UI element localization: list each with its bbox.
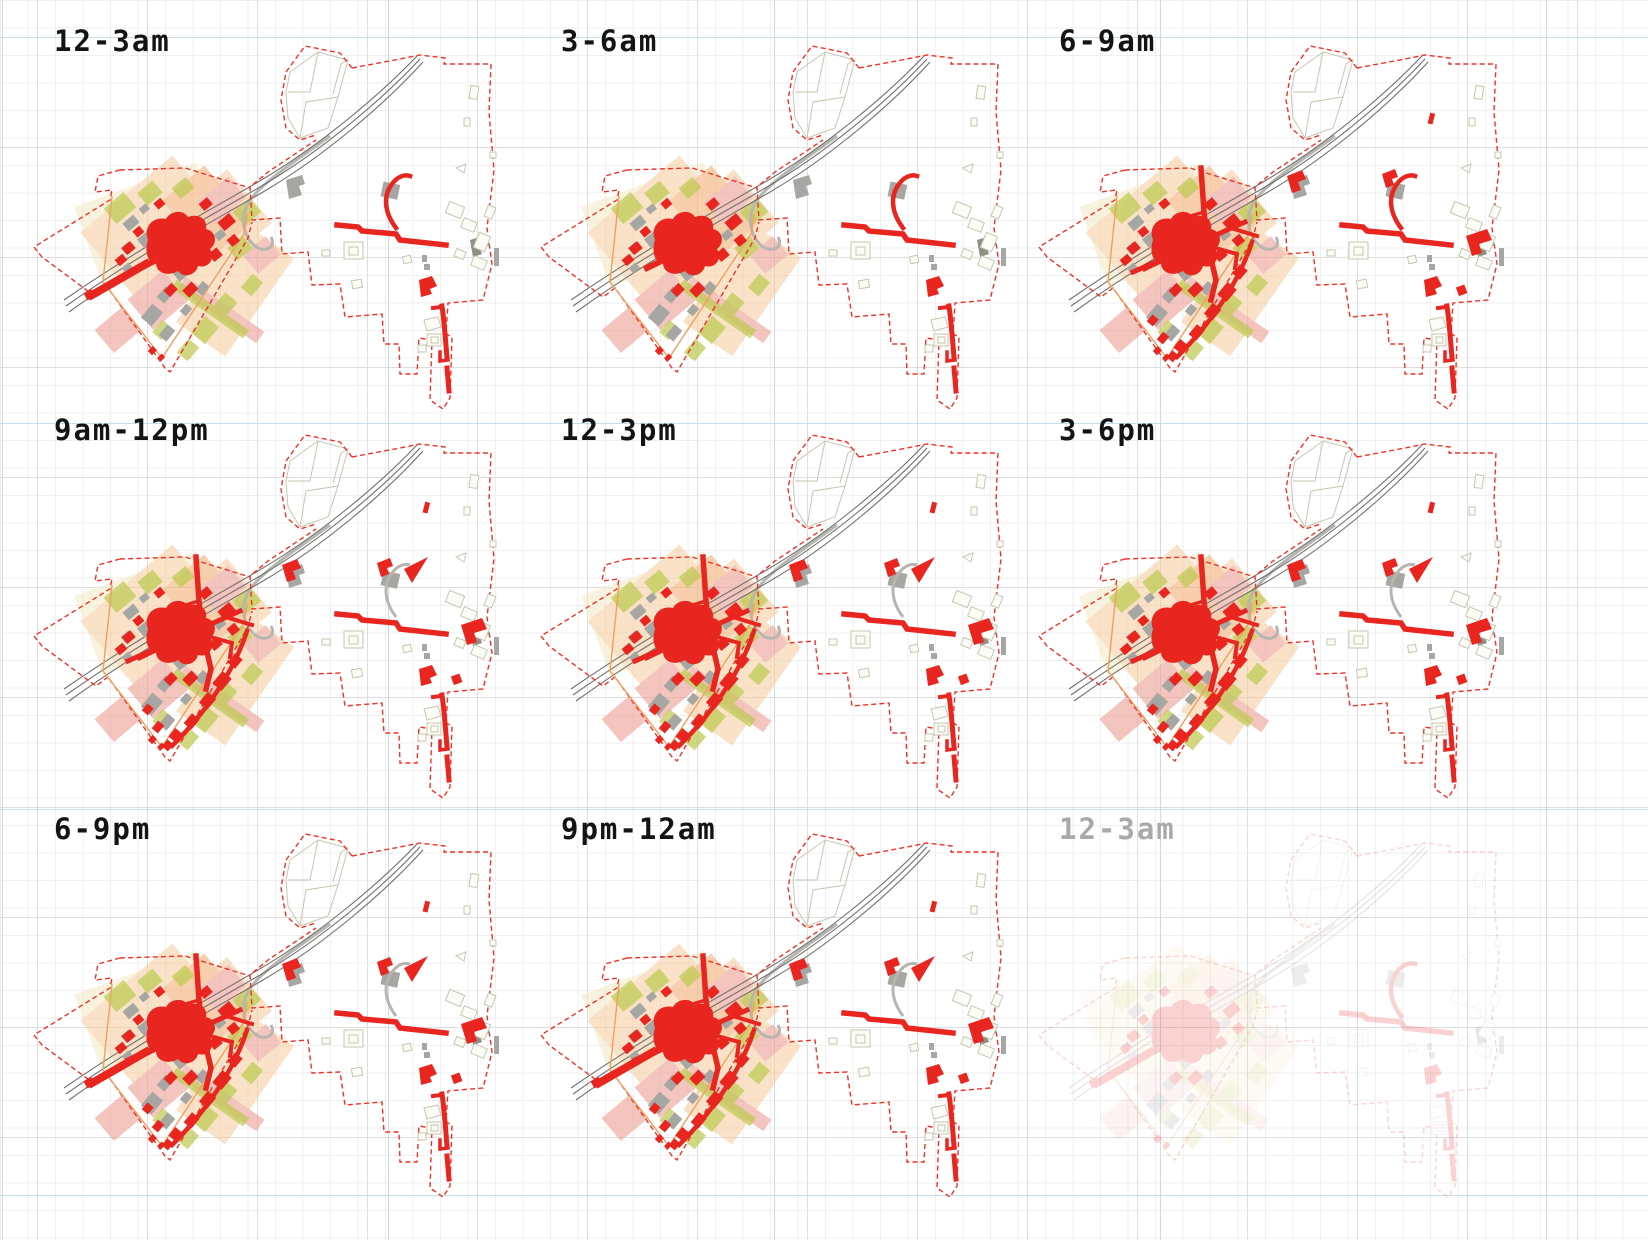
map-8 [539, 832, 1008, 1199]
map-panel-7: 6-9pm [0, 788, 552, 1213]
map-6 [1037, 433, 1506, 800]
time-range-label: 9am-12pm [54, 413, 210, 447]
map-layer-base [1037, 433, 1506, 800]
map-layer-blob [1424, 665, 1442, 686]
time-range-label: 6-9pm [54, 812, 152, 846]
map-7 [32, 832, 501, 1199]
map-panel-1: 12-3am [0, 0, 552, 425]
map-layer-blob [419, 276, 437, 297]
time-range-label: 3-6am [561, 24, 659, 58]
map-panel-6: 3-6pm [1005, 389, 1557, 814]
map-9 [1037, 832, 1506, 1199]
map-panel-4: 9am-12pm [0, 389, 552, 814]
map-layer-base [1037, 832, 1506, 1199]
map-5 [539, 433, 1008, 800]
time-range-label: 12-3am [54, 24, 171, 58]
map-layer-blob [419, 1064, 437, 1085]
map-panel-8: 9pm-12am [507, 788, 1059, 1213]
map-panel-2: 3-6am [507, 0, 1059, 425]
map-layer-base [539, 433, 1008, 800]
map-3 [1037, 44, 1506, 411]
time-range-label: 3-6pm [1059, 413, 1157, 447]
map-layer-base [539, 44, 1008, 411]
time-range-label: 12-3pm [561, 413, 678, 447]
map-layer-blob [1424, 276, 1442, 297]
map-layer-base [32, 433, 501, 800]
map-layer-base [32, 44, 501, 411]
map-layer-blob [1424, 1064, 1442, 1085]
map-layer-blob [926, 1064, 944, 1085]
time-range-label: 12-3am [1059, 812, 1176, 846]
time-range-label: 6-9am [1059, 24, 1157, 58]
map-1 [32, 44, 501, 411]
map-layer-blob [926, 276, 944, 297]
map-layer-base [1037, 44, 1506, 411]
map-panel-5: 12-3pm [507, 389, 1059, 814]
map-layer-base [539, 832, 1008, 1199]
map-layer-blob [926, 665, 944, 686]
map-layer-base [32, 832, 501, 1199]
map-panel-3: 6-9am [1005, 0, 1557, 425]
map-panel-9: 12-3am [1005, 788, 1557, 1213]
map-layer-blob [419, 665, 437, 686]
map-2 [539, 44, 1008, 411]
map-4 [32, 433, 501, 800]
time-range-label: 9pm-12am [561, 812, 717, 846]
